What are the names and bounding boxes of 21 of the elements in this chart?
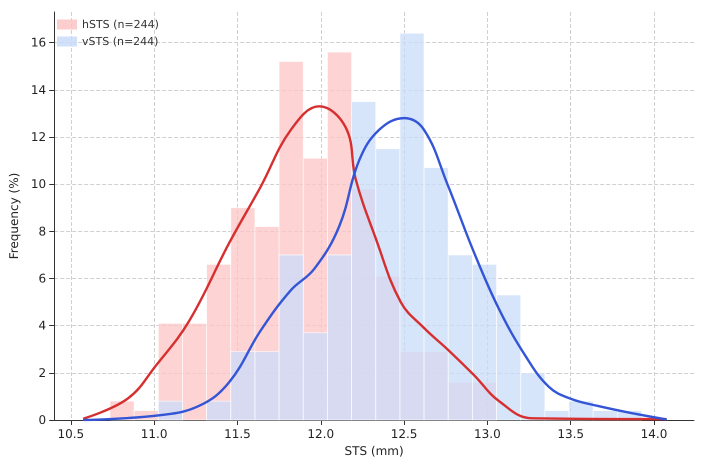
y-tick-label: 10	[30, 177, 46, 192]
legend-label: hSTS (n=244)	[82, 18, 159, 31]
y-tick-label: 8	[38, 224, 46, 238]
y-tick-label: 16	[30, 36, 46, 50]
y-tick-label: 14	[30, 82, 46, 97]
x-tick-label: 11.0	[140, 427, 168, 441]
x-tick-label: 11.5	[224, 427, 251, 441]
y-tick-label: 2	[38, 366, 46, 380]
x-tick-label: 13.5	[557, 427, 584, 441]
y-axis-title: Frequency (%)	[7, 172, 21, 260]
x-tick-label: 10.5	[57, 427, 84, 441]
x-tick-label: 13.0	[474, 427, 501, 441]
y-tick-label: 0	[38, 413, 46, 427]
y-tick-label: 12	[30, 130, 46, 144]
x-tick-label: 12.5	[390, 427, 418, 441]
y-tick-label: 6	[38, 271, 46, 286]
x-tick-label: 14.0	[640, 427, 668, 441]
y-tick-label: 4	[38, 318, 46, 333]
x-tick-label: 12.0	[307, 427, 334, 441]
x-axis-title: STS (mm)	[344, 444, 404, 458]
legend-label: vSTS (n=244)	[82, 35, 158, 48]
